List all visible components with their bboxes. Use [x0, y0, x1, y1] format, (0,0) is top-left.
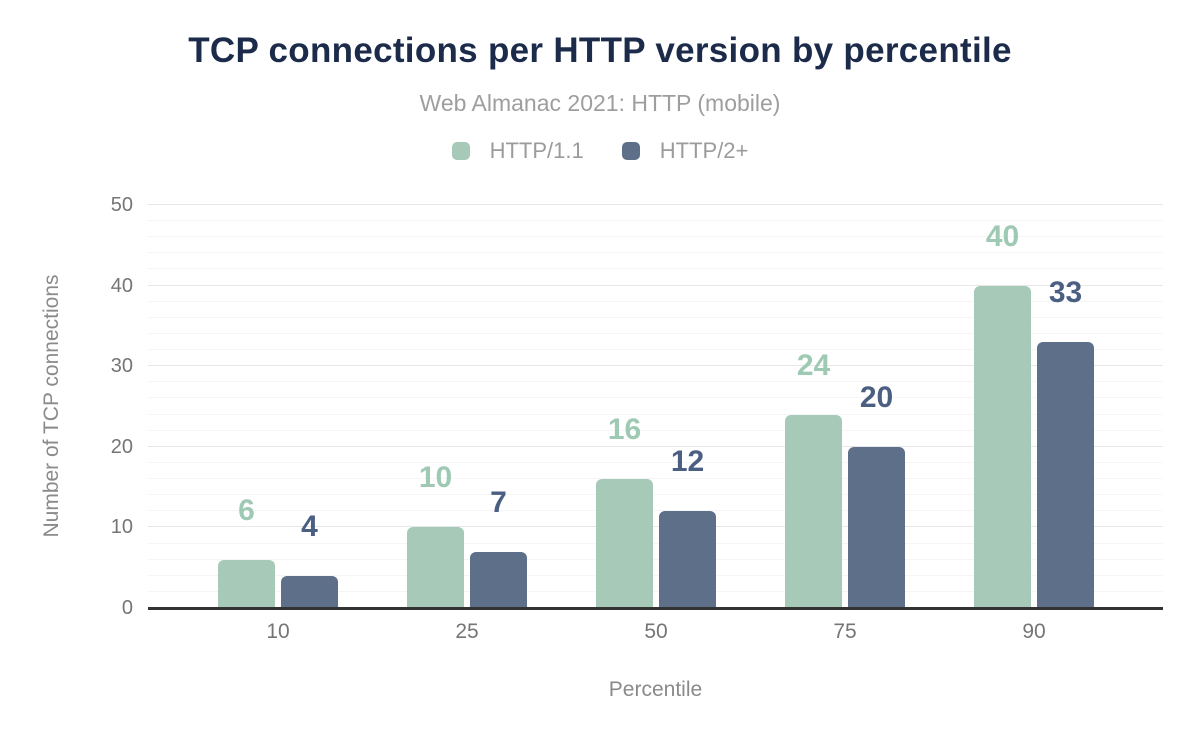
bar-value-label: 40: [985, 219, 1020, 253]
gridline-minor: [148, 478, 1163, 480]
legend-swatch-http2: [621, 142, 640, 160]
bar-http2-p75[interactable]: [848, 446, 905, 608]
gridline-minor: [148, 461, 1163, 463]
gridline-minor: [148, 252, 1163, 254]
gridline-minor: [148, 236, 1163, 238]
x-axis-baseline: [148, 607, 1163, 610]
gridline-minor: [148, 590, 1163, 592]
x-tick-label: 10: [266, 620, 290, 643]
y-tick-label: 30: [110, 355, 133, 378]
x-tick-label: 90: [1022, 620, 1046, 643]
gridline-major: [148, 445, 1163, 447]
bar-http2-p10[interactable]: [281, 575, 338, 608]
y-axis-title: Number of TCP connections: [40, 274, 63, 538]
legend-label-http11: HTTP/1.1: [489, 138, 584, 163]
y-tick-label: 10: [110, 516, 133, 539]
x-tick-label: 50: [644, 620, 668, 643]
bar-value-label: 33: [1048, 276, 1083, 310]
bar-value-label: 7: [490, 485, 507, 519]
y-tick-label: 20: [110, 435, 133, 458]
gridline-minor: [148, 220, 1163, 222]
y-tick-label: 0: [121, 597, 133, 619]
y-tick-label: 40: [110, 274, 133, 297]
bar-http11-p25[interactable]: [407, 527, 464, 608]
x-tick-label: 75: [833, 620, 857, 643]
gridline-major: [148, 365, 1163, 367]
gridline-major: [148, 284, 1163, 286]
gridline-minor: [148, 268, 1163, 270]
bar-value-label: 6: [238, 493, 255, 527]
x-axis-title: Percentile: [608, 678, 703, 701]
bar-value-label: 10: [418, 461, 453, 495]
gridline-minor: [148, 413, 1163, 415]
legend: HTTP/1.1 HTTP/2+: [0, 138, 1200, 164]
legend-label-http2: HTTP/2+: [659, 138, 749, 163]
bar-http2-p25[interactable]: [470, 551, 527, 608]
bar-http11-p90[interactable]: [974, 285, 1031, 608]
bar-http11-p75[interactable]: [785, 414, 842, 608]
gridline-minor: [148, 397, 1163, 399]
gridline-major: [148, 526, 1163, 528]
bar-http2-p90[interactable]: [1037, 342, 1094, 608]
gridline-minor: [148, 349, 1163, 351]
gridline-minor: [148, 494, 1163, 496]
plot-area: 6 4 10 7 16 12 24 20 40 33: [148, 204, 1163, 610]
legend-item-http2: HTTP/2+: [621, 138, 749, 164]
bar-value-label: 12: [670, 445, 705, 479]
chart-subtitle: Web Almanac 2021: HTTP (mobile): [419, 90, 781, 116]
bar-value-label: 20: [859, 380, 894, 414]
gridline-minor: [148, 332, 1163, 334]
y-tick-label: 50: [110, 194, 133, 216]
x-tick-label: 25: [455, 620, 479, 643]
bar-http2-p50[interactable]: [659, 511, 716, 608]
chart-title: TCP connections per HTTP version by perc…: [188, 31, 1012, 70]
gridline-minor: [148, 574, 1163, 576]
legend-item-http11: HTTP/1.1: [451, 138, 584, 164]
legend-swatch-http11: [451, 142, 470, 160]
gridline-minor: [148, 429, 1163, 431]
bar-http11-p50[interactable]: [596, 479, 653, 608]
gridline-major: [148, 204, 1163, 205]
bar-value-label: 16: [607, 413, 642, 447]
gridline-minor: [148, 381, 1163, 383]
bar-value-label: 24: [796, 348, 831, 382]
gridline-minor: [148, 558, 1163, 560]
gridline-minor: [148, 542, 1163, 544]
bar-http11-p10[interactable]: [218, 559, 275, 608]
gridline-minor: [148, 300, 1163, 302]
gridline-minor: [148, 316, 1163, 318]
gridline-minor: [148, 510, 1163, 512]
bar-value-label: 4: [301, 509, 318, 543]
